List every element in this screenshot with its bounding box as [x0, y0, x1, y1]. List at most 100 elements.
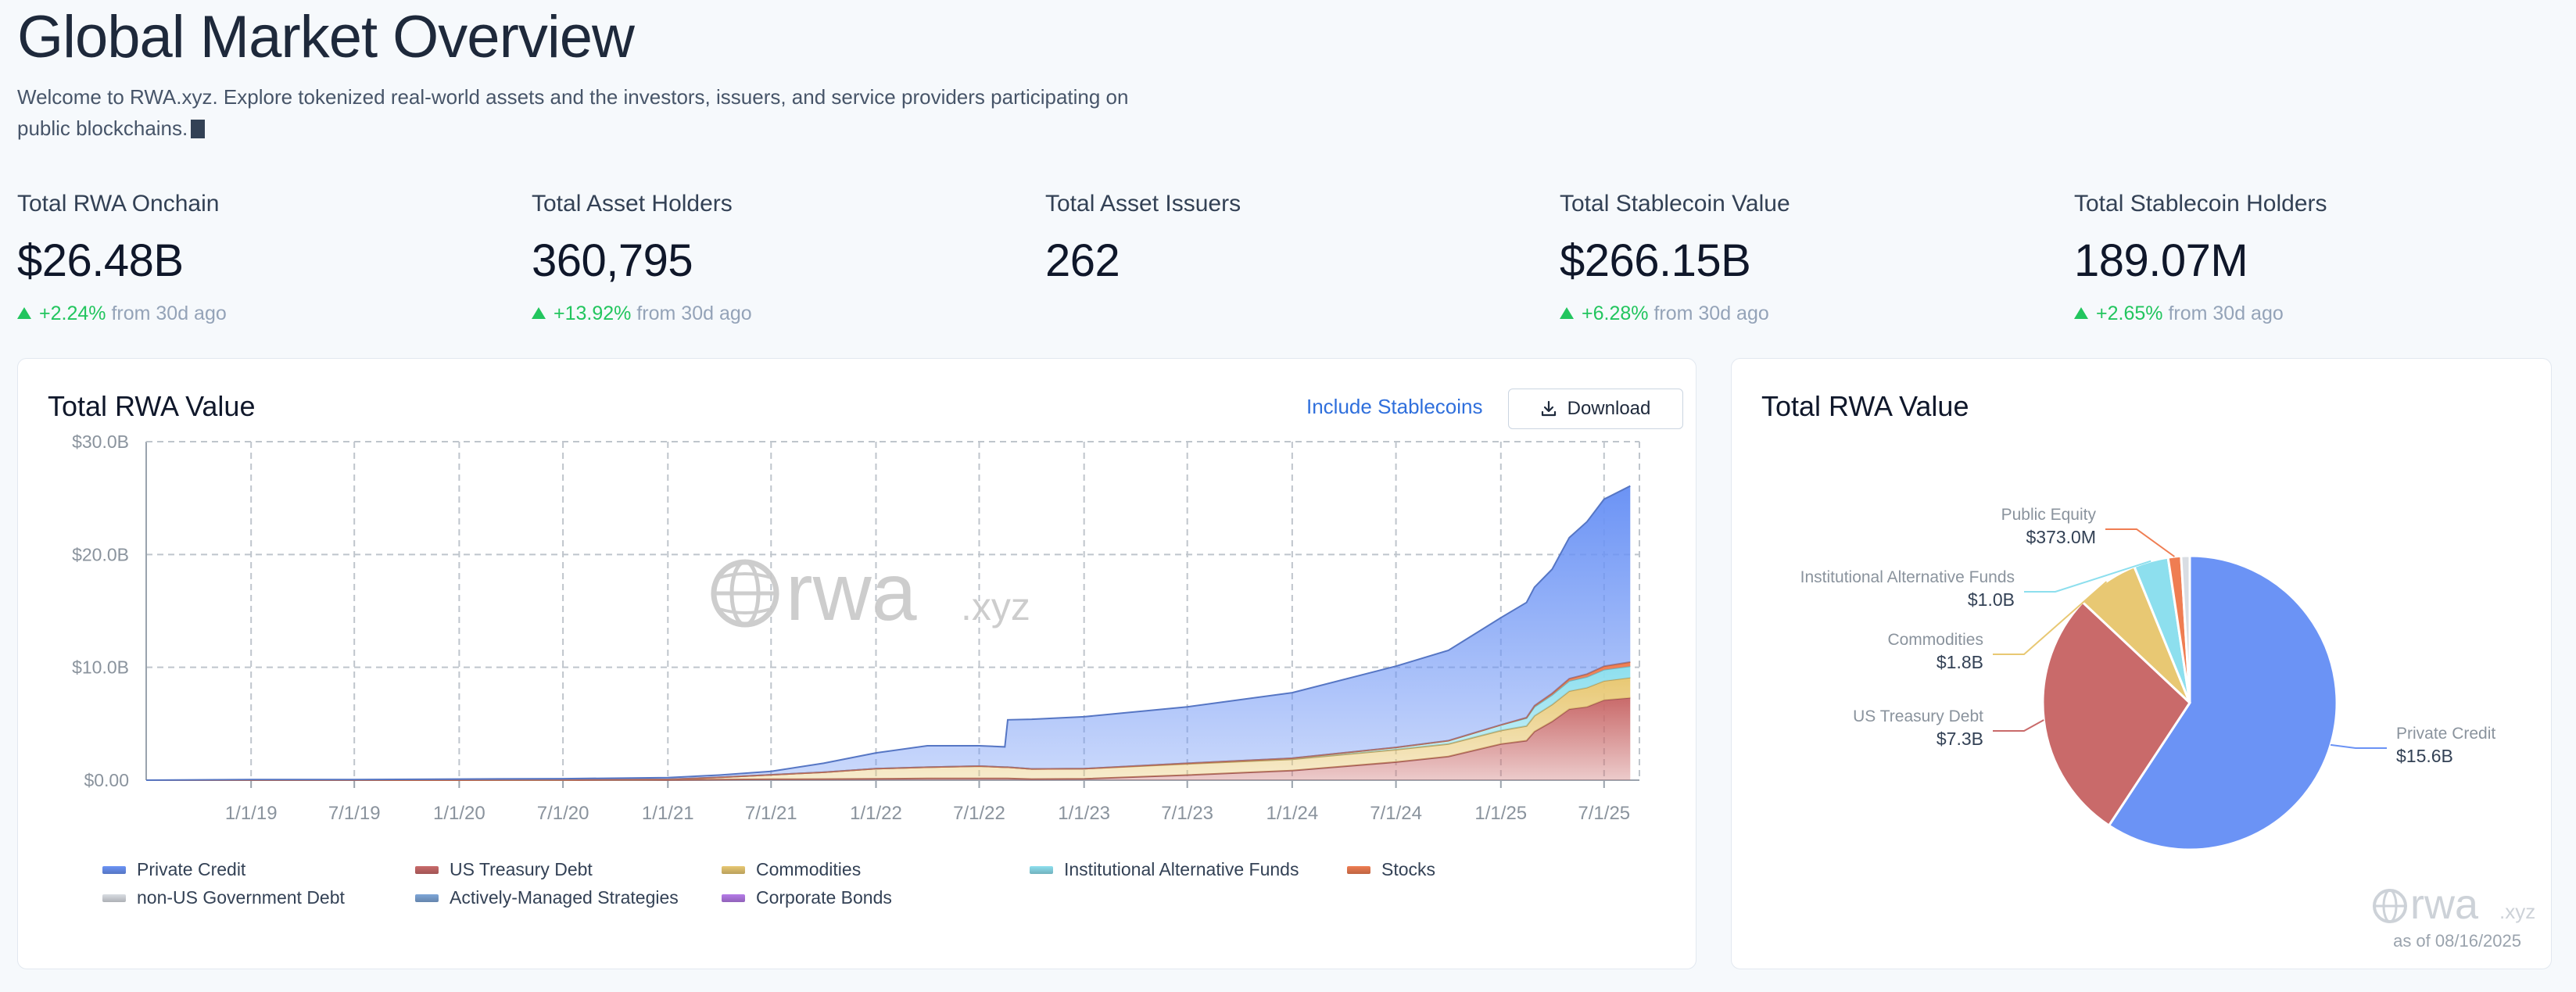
download-button[interactable]: Download: [1508, 389, 1683, 429]
watermark-text: rwa: [2410, 881, 2479, 928]
stat-value: 262: [1045, 235, 1120, 286]
x-tick-label: 1/1/22: [850, 803, 902, 824]
stat-label: Total Stablecoin Holders: [2074, 191, 2327, 217]
x-tick-label: 7/1/24: [1370, 803, 1422, 824]
pie-leader-line: [2024, 560, 2151, 593]
pie-label-name: Commodities: [1887, 631, 1983, 649]
area-us-treasury-debt: [146, 697, 1631, 780]
stat-value: 189.07M: [2074, 235, 2248, 286]
pie-label-value: $1.8B: [1936, 652, 1983, 672]
x-tick-label: 1/1/20: [433, 803, 485, 824]
stat-value: 360,795: [532, 235, 693, 286]
download-icon: [1541, 400, 1556, 417]
legend-label: Private Credit: [137, 859, 246, 879]
watermark-suffix: .xyz: [2499, 900, 2535, 923]
stat-label: Total Asset Issuers: [1045, 191, 1241, 217]
stat-total-stablecoin-value: Total Stablecoin Value $266.15B +6.28% f…: [1560, 191, 2029, 325]
pie-leader-line: [1993, 719, 2044, 732]
legend-swatch: [415, 894, 439, 902]
legend-label: Stocks: [1381, 859, 1436, 879]
stat-total-rwa-onchain: Total RWA Onchain $26.48B +2.24% from 30…: [17, 191, 486, 325]
legend-item-institutional-alternative-funds[interactable]: Institutional Alternative Funds: [1030, 859, 1299, 880]
legend-label: Commodities: [756, 859, 862, 879]
x-tick-label: 7/1/20: [537, 803, 589, 824]
up-arrow-icon: [532, 307, 546, 319]
area-private-credit: [146, 485, 1631, 780]
as-of-date: as of 08/16/2025: [2393, 931, 2521, 951]
pie-label-value: $7.3B: [1936, 729, 1983, 749]
x-tick-label: 7/1/22: [953, 803, 1005, 824]
up-arrow-icon: [2074, 307, 2088, 319]
y-tick-label: $10.0B: [72, 657, 129, 678]
x-tick-label: 1/1/25: [1474, 803, 1527, 824]
area-card-title: Total RWA Value: [48, 390, 256, 422]
stat-value: $26.48B: [17, 235, 184, 286]
up-arrow-icon: [1560, 307, 1574, 319]
watermark-text: rwa: [786, 547, 917, 638]
pie-slice-other: [2180, 554, 2191, 704]
pie-leader-line: [1993, 581, 2108, 655]
legend-swatch: [722, 865, 745, 874]
legend-label: non-US Government Debt: [137, 887, 345, 908]
page-title: Global Market Overview: [17, 4, 635, 70]
line-private-credit: [145, 485, 1631, 781]
x-tick-label: 7/1/25: [1578, 803, 1630, 824]
legend-item-commodities[interactable]: Commodities: [722, 859, 861, 880]
rwa-value-pie-card: Total RWA Value Private Credit $15.6B US T…: [1731, 358, 2552, 969]
x-tick-label: 1/1/23: [1058, 803, 1110, 824]
up-arrow-icon: [17, 307, 31, 319]
legend-swatch: [1347, 865, 1370, 874]
legend-label: Actively-Managed Strategies: [450, 887, 679, 908]
pie-leader-line: [2330, 743, 2387, 749]
legend-swatch: [102, 894, 126, 902]
intro-text: Welcome to RWA.xyz. Explore tokenized re…: [17, 85, 1129, 140]
pie-label-name: Private Credit: [2396, 725, 2495, 743]
legend-swatch: [1030, 865, 1053, 874]
stat-total-stablecoin-holders: Total Stablecoin Holders 189.07M +2.65% …: [2074, 191, 2543, 325]
legend-item-corporate-bonds[interactable]: Corporate Bonds: [722, 887, 892, 908]
stat-label: Total RWA Onchain: [17, 191, 220, 217]
pie-chart: Private Credit $15.6B US Treasury Debt $7.3…: [1800, 506, 2536, 928]
legend-item-stocks[interactable]: Stocks: [1347, 859, 1435, 880]
stat-total-asset-holders: Total Asset Holders 360,795 +13.92% from…: [532, 191, 1001, 325]
legend-item-non-us-government-debt[interactable]: non-US Government Debt: [102, 887, 345, 908]
y-tick-label: $0.00: [84, 770, 129, 790]
area-chart: $0.00 $10.0B $20.0B $30.0B 1/1/19 7/1/19 1/1/2…: [72, 432, 1640, 824]
stat-label: Total Stablecoin Value: [1560, 191, 1790, 217]
legend-swatch: [415, 865, 439, 874]
x-tick-label: 1/1/19: [225, 803, 278, 824]
pie-label-name: Institutional Alternative Funds: [1800, 568, 2015, 586]
y-tick-label: $20.0B: [72, 544, 129, 564]
legend-label: Corporate Bonds: [756, 887, 892, 908]
x-tick-label: 7/1/23: [1161, 803, 1213, 824]
x-tick-label: 1/1/24: [1266, 803, 1318, 824]
legend-label: Institutional Alternative Funds: [1064, 859, 1299, 879]
legend-item-actively-managed-strategies[interactable]: Actively-Managed Strategies: [415, 887, 679, 908]
legend-swatch: [102, 865, 126, 874]
legend-swatch: [722, 894, 745, 902]
download-label: Download: [1567, 398, 1651, 419]
rwa-value-area-card: Total RWA Value Include Stablecoins Down…: [17, 358, 1696, 969]
legend-item-us-treasury-debt[interactable]: US Treasury Debt: [415, 859, 593, 880]
stat-total-asset-issuers: Total Asset Issuers 262: [1045, 191, 1514, 287]
legend-label: US Treasury Debt: [450, 859, 593, 879]
watermark-suffix: .xyz: [961, 585, 1030, 629]
stat-change: +2.24% from 30d ago: [17, 303, 486, 325]
pie-label-value: $1.0B: [1968, 589, 2015, 610]
pie-label-name: US Treasury Debt: [1853, 707, 1983, 725]
pie-watermark: rwa .xyz: [2373, 881, 2535, 928]
include-stablecoins-toggle[interactable]: Include Stablecoins: [1306, 395, 1483, 418]
stat-value: $266.15B: [1560, 235, 1751, 286]
x-tick-label: 7/1/21: [745, 803, 797, 824]
stat-change: +6.28% from 30d ago: [1560, 303, 2029, 325]
x-tick-label: 7/1/19: [328, 803, 381, 824]
pie-label-value: $373.0M: [2026, 527, 2096, 547]
pie-card-title: Total RWA Value: [1761, 390, 1969, 422]
watermark: rwa .xyz: [711, 547, 1030, 638]
pie-leader-line: [2105, 528, 2175, 557]
x-tick-label: 1/1/21: [642, 803, 694, 824]
legend-item-private-credit[interactable]: Private Credit: [102, 859, 245, 880]
y-tick-label: $30.0B: [72, 432, 129, 452]
stat-change: +13.92% from 30d ago: [532, 303, 1001, 325]
stat-change: +2.65% from 30d ago: [2074, 303, 2543, 325]
